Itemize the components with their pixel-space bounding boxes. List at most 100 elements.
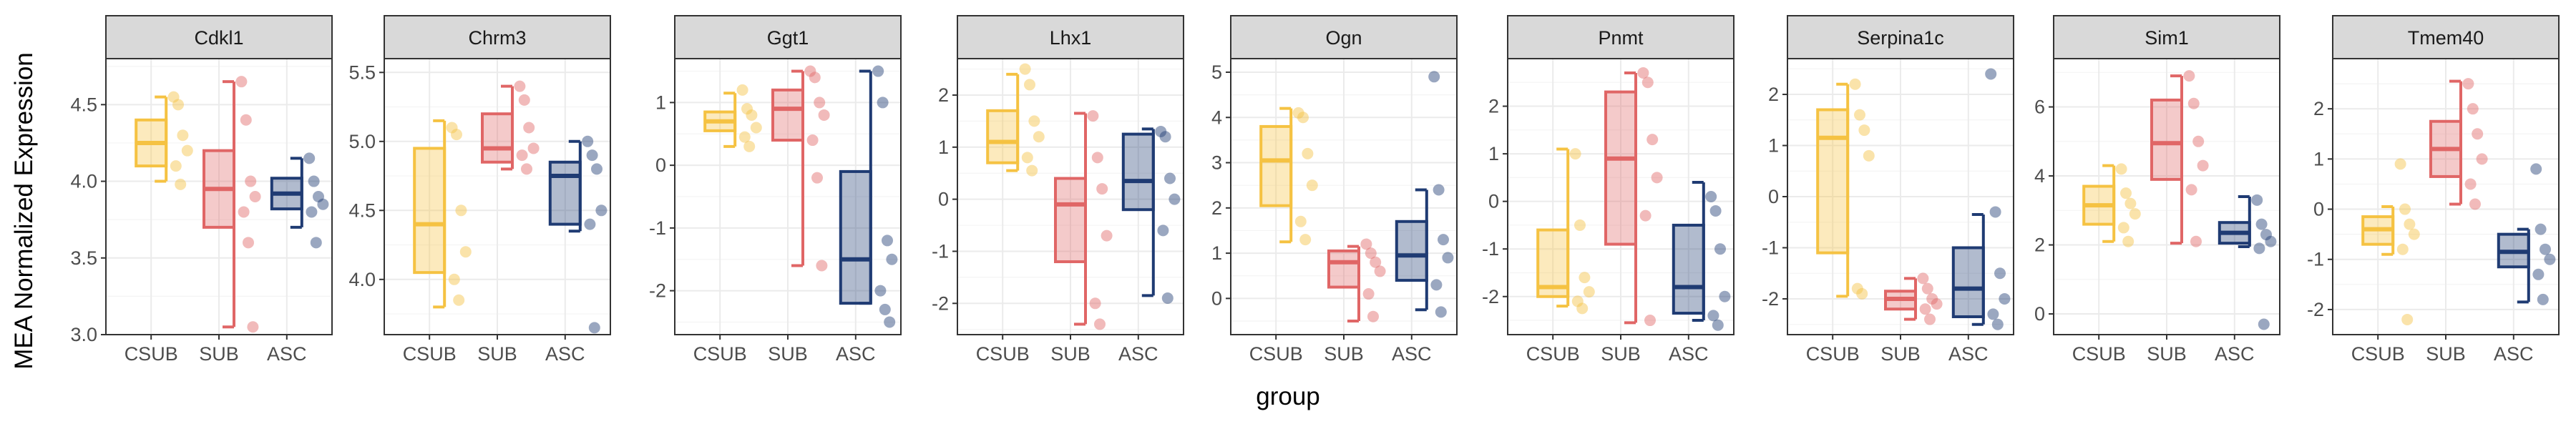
- data-point: [1569, 148, 1581, 160]
- data-point: [453, 294, 465, 306]
- data-point: [1302, 147, 1314, 159]
- data-point: [1019, 63, 1031, 75]
- facet-strip: [105, 15, 333, 59]
- x-tick-label: CSUB: [1249, 343, 1303, 365]
- data-point: [1931, 298, 1943, 310]
- box-body: [1672, 223, 1705, 315]
- data-point: [1362, 288, 1375, 300]
- data-point: [2469, 198, 2481, 210]
- box-asc: [1951, 213, 1985, 326]
- data-point: [1024, 79, 1035, 91]
- y-tick-label: 3.0: [70, 324, 97, 345]
- facet-strip: [1230, 15, 1458, 59]
- data-point: [1719, 290, 1731, 302]
- facet-panels: Cdkl1 3.0 3.5 4.0 4.5 CSUB SUB ASC Chrm3 4.0 4.5 5.…: [70, 15, 2560, 365]
- data-point: [1370, 256, 1382, 268]
- data-point: [1574, 219, 1586, 231]
- x-axis-title: group: [1256, 383, 1320, 410]
- y-tick-label: 2: [2313, 98, 2324, 119]
- y-tick-label: -1: [2307, 249, 2324, 270]
- box-csub: [986, 72, 1020, 172]
- data-point: [2544, 253, 2556, 265]
- data-point: [804, 65, 816, 77]
- data-point: [1991, 318, 2004, 330]
- y-tick-label: 0: [938, 189, 949, 210]
- facet-strip: [674, 15, 902, 59]
- data-point: [1033, 131, 1045, 143]
- facet-label: Serpina1c: [1857, 27, 1944, 49]
- data-point: [2187, 97, 2200, 109]
- data-point: [1712, 319, 1724, 331]
- facet-label: Ogn: [1325, 27, 1362, 49]
- data-point: [1159, 131, 1171, 143]
- box-csub: [1259, 107, 1293, 244]
- data-point: [818, 109, 830, 121]
- data-point: [1028, 115, 1040, 127]
- data-point: [1161, 292, 1174, 305]
- data-point: [1709, 204, 1722, 217]
- facet-strip: [957, 15, 1184, 59]
- facet-label: Sim1: [2145, 27, 2189, 49]
- box-sub: [1327, 245, 1360, 323]
- data-point: [746, 109, 758, 121]
- data-point: [2122, 235, 2135, 247]
- y-tick-label: -1: [932, 240, 949, 262]
- data-point: [2129, 208, 2141, 220]
- data-point: [446, 122, 458, 134]
- y-tick-label: 1: [1768, 135, 1779, 157]
- data-point: [2534, 223, 2547, 235]
- x-tick-label: ASC: [1948, 343, 1989, 365]
- box-body: [548, 160, 582, 226]
- data-point: [514, 80, 526, 92]
- data-point: [1924, 313, 1936, 325]
- x-tick-label: SUB: [1050, 343, 1091, 365]
- facet-label: Chrm3: [468, 27, 526, 49]
- data-point: [1641, 77, 1654, 89]
- data-point: [247, 321, 259, 333]
- panel-lhx1: Lhx1 -2 -1 0 1 2 CSUB SUB ASC: [932, 15, 1184, 365]
- box-body: [413, 147, 447, 275]
- x-tick-label: CSUB: [1806, 343, 1860, 365]
- data-point: [2401, 313, 2414, 325]
- data-point: [1863, 149, 1875, 162]
- data-point: [872, 65, 884, 77]
- box-asc: [2218, 195, 2251, 248]
- box-body: [1121, 132, 1155, 212]
- data-point: [736, 84, 748, 96]
- data-point: [2265, 235, 2277, 247]
- panel-pnmt: Pnmt -2 -1 0 1 2 CSUB SUB ASC: [1482, 15, 1735, 365]
- data-point: [1576, 302, 1589, 315]
- y-tick-label: -2: [2307, 299, 2324, 320]
- box-body: [839, 169, 872, 305]
- y-tick-label: 1: [1488, 143, 1499, 164]
- x-tick-label: ASC: [836, 343, 876, 365]
- x-tick-label: CSUB: [125, 343, 178, 365]
- data-point: [516, 149, 528, 162]
- data-point: [1374, 265, 1386, 277]
- facet-label: Tmem40: [2408, 27, 2484, 49]
- facet-label: Pnmt: [1598, 27, 1644, 49]
- data-point: [1360, 238, 1372, 250]
- data-point: [882, 235, 893, 247]
- data-point: [586, 149, 598, 162]
- data-point: [448, 273, 460, 285]
- box-asc: [2497, 227, 2530, 304]
- data-point: [2120, 187, 2132, 199]
- facet-label: Lhx1: [1050, 27, 1092, 49]
- data-point: [1851, 282, 1863, 295]
- box-sub: [1054, 112, 1087, 326]
- data-point: [1094, 318, 1106, 330]
- data-point: [2185, 184, 2197, 196]
- data-point: [1583, 286, 1595, 298]
- box-sub: [203, 80, 235, 329]
- data-point: [2408, 228, 2420, 240]
- data-point: [886, 253, 898, 265]
- data-point: [1096, 183, 1108, 195]
- data-point: [738, 131, 751, 143]
- x-tick-label: SUB: [1324, 343, 1364, 365]
- data-point: [181, 144, 193, 157]
- y-tick-label: 2: [1488, 96, 1499, 117]
- panel-chrm3: Chrm3 4.0 4.5 5.0 5.5 CSUB SUB ASC: [348, 15, 611, 365]
- data-point: [2190, 235, 2202, 247]
